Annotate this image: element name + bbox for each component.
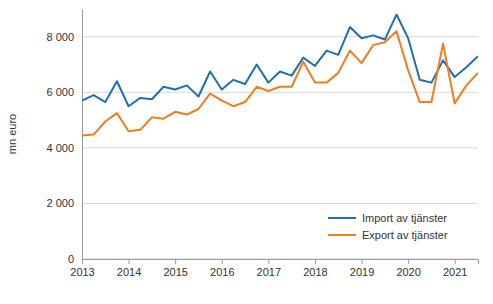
x-tick: 2021 — [443, 259, 467, 278]
x-tick-label: 2017 — [257, 266, 281, 278]
x-axis: 2013 2014 2015 2016 2017 2018 2019 2020 2021 — [70, 259, 478, 278]
y-axis-title: mn euro — [6, 114, 18, 154]
x-tick-mark — [222, 259, 223, 264]
x-tick: 2016 — [210, 259, 234, 278]
grid-line — [82, 92, 478, 93]
y-tick: 6 000 — [46, 86, 82, 98]
y-tick: 4 000 — [46, 142, 82, 154]
x-tick-label: 2019 — [350, 266, 374, 278]
x-tick-label: 2020 — [396, 266, 420, 278]
series-lines — [82, 15, 478, 136]
x-tick: 2018 — [303, 259, 327, 278]
x-tick-mark — [82, 259, 83, 264]
x-tick: 2015 — [163, 259, 187, 278]
x-tick-mark — [455, 259, 456, 264]
y-tick-label: 8 000 — [46, 31, 74, 43]
x-tick: 2017 — [257, 259, 281, 278]
x-tick: 2019 — [350, 259, 374, 278]
x-tick-label: 2021 — [443, 266, 467, 278]
x-tick-label: 2016 — [210, 266, 234, 278]
x-tick-mark — [408, 259, 409, 264]
chart: 02 0004 0006 0008 0002013201420152016201… — [0, 0, 493, 304]
grid-line — [82, 147, 478, 148]
plot-area: 02 0004 0006 0008 0002013201420152016201… — [46, 10, 478, 278]
grid — [82, 37, 478, 259]
legend-key — [328, 234, 356, 236]
legend-key — [328, 217, 356, 219]
legend-label: Export av tjänster — [362, 229, 448, 241]
x-tick-mark — [129, 259, 130, 264]
y-tick-label: 2 000 — [46, 197, 74, 209]
x-tick-label: 2014 — [117, 266, 141, 278]
legend: Import av tjänster Export av tjänster — [328, 212, 448, 241]
y-tick: 2 000 — [46, 197, 82, 209]
legend-label: Import av tjänster — [362, 212, 447, 224]
y-tick-label: 6 000 — [46, 86, 74, 98]
y-tick-label: 4 000 — [46, 142, 74, 154]
y-tick: 0 — [68, 253, 82, 265]
x-tick-label: 2013 — [70, 266, 94, 278]
x-tick: 2020 — [396, 259, 420, 278]
x-tick-mark — [362, 259, 363, 264]
series-line — [82, 31, 478, 135]
x-tick-mark — [315, 259, 316, 264]
y-tick-label: 0 — [68, 253, 74, 265]
grid-line — [82, 203, 478, 204]
x-tick: 2013 — [70, 259, 94, 278]
grid-line — [82, 36, 478, 37]
y-tick: 8 000 — [46, 31, 82, 43]
x-tick-mark — [268, 259, 269, 264]
x-tick: 2014 — [117, 259, 141, 278]
x-tick-label: 2018 — [303, 266, 327, 278]
series-line — [82, 15, 478, 107]
x-tick-mark — [175, 259, 176, 264]
x-axis-line — [83, 260, 479, 265]
y-axis: 0 2 000 4 000 6 000 8 000 — [46, 10, 82, 266]
x-tick-label: 2015 — [163, 266, 187, 278]
